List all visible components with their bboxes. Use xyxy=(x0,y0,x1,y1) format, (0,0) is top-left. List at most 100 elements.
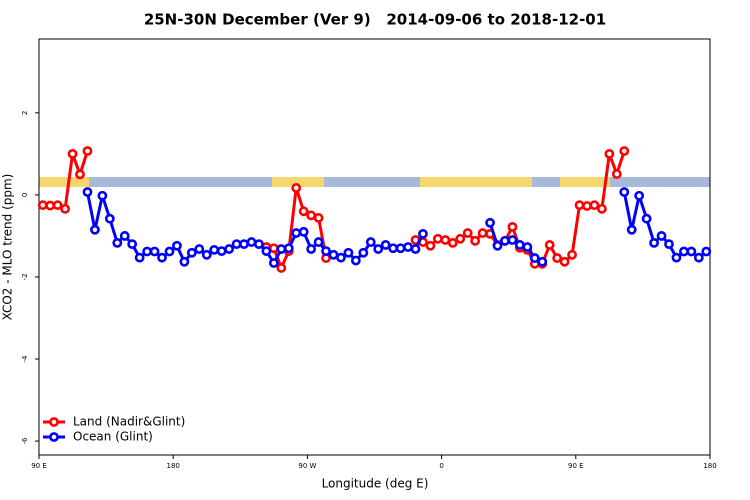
data-point xyxy=(701,246,712,257)
data-point xyxy=(410,244,421,254)
x-tick-label: 180 xyxy=(703,462,716,470)
x-axis-label: Longitude (deg E) xyxy=(322,477,429,491)
data-point xyxy=(582,201,592,211)
data-point xyxy=(634,190,645,201)
x-tick-label: 90 E xyxy=(31,462,47,470)
data-point xyxy=(641,213,652,224)
data-point xyxy=(283,243,294,254)
data-point xyxy=(104,213,115,224)
data-point xyxy=(157,252,167,263)
data-point xyxy=(261,246,272,257)
data-point xyxy=(276,244,287,254)
data-point xyxy=(380,240,391,250)
data-point xyxy=(119,231,130,241)
data-point xyxy=(514,240,525,250)
data-point xyxy=(656,231,667,241)
x-tick-label: 90 W xyxy=(298,462,316,470)
data-point xyxy=(596,203,607,214)
data-point xyxy=(537,256,548,267)
data-point xyxy=(447,237,458,248)
data-point xyxy=(276,263,287,273)
data-point xyxy=(209,244,220,255)
legend-label: Ocean (Glint) xyxy=(73,430,153,444)
data-point xyxy=(186,247,197,258)
data-point xyxy=(619,146,630,156)
data-point xyxy=(246,237,257,247)
data-point xyxy=(328,249,339,260)
data-point xyxy=(172,240,182,251)
data-point xyxy=(522,242,533,252)
data-point xyxy=(97,190,108,201)
y-axis-label: XCO2 - MLO trend (ppm) xyxy=(1,174,15,321)
data-point xyxy=(418,228,428,239)
data-point xyxy=(142,246,153,257)
data-point xyxy=(395,243,406,254)
plot-frame xyxy=(38,38,711,456)
legend-label: Land (Nadir&Glint) xyxy=(73,415,185,429)
data-point xyxy=(112,237,123,248)
legend-marker xyxy=(49,417,59,427)
data-point xyxy=(298,206,309,217)
data-point xyxy=(626,224,637,235)
data-point xyxy=(75,169,85,180)
data-point xyxy=(336,252,346,263)
data-point xyxy=(440,235,451,245)
data-point xyxy=(462,228,473,238)
x-tick-label: 180 xyxy=(167,462,180,470)
data-point xyxy=(619,187,630,197)
data-point xyxy=(544,240,555,250)
data-point xyxy=(507,221,518,232)
y-tick-label: -4 xyxy=(21,355,29,363)
data-point xyxy=(268,243,279,254)
data-point xyxy=(492,240,503,251)
data-point xyxy=(388,243,399,254)
legend-marker xyxy=(49,432,59,442)
data-point xyxy=(291,183,302,193)
data-point xyxy=(67,148,78,159)
land-mask-band xyxy=(39,177,710,187)
y-tick-label: -2 xyxy=(21,273,29,280)
data-point xyxy=(455,233,466,244)
data-point xyxy=(350,255,361,266)
data-point xyxy=(507,235,518,245)
data-point xyxy=(500,235,510,246)
data-point xyxy=(313,237,324,247)
data-point xyxy=(567,249,577,260)
data-point xyxy=(529,253,540,263)
data-point xyxy=(559,256,570,267)
data-point xyxy=(268,258,279,268)
data-point xyxy=(60,203,70,214)
data-point xyxy=(216,246,227,257)
data-point xyxy=(306,244,317,254)
data-point xyxy=(589,200,600,211)
data-point xyxy=(127,239,138,250)
data-point xyxy=(403,242,413,252)
data-point xyxy=(224,244,235,254)
data-point xyxy=(664,239,674,250)
data-point xyxy=(82,187,93,197)
y-tick-label: -6 xyxy=(21,437,29,445)
data-point xyxy=(82,146,93,156)
data-point xyxy=(90,224,100,235)
data-point xyxy=(365,237,376,247)
data-point xyxy=(552,253,563,263)
data-point xyxy=(134,252,145,263)
data-point xyxy=(343,247,354,258)
data-point xyxy=(358,247,369,258)
series-line xyxy=(85,191,708,265)
y-tick-label: 2 xyxy=(21,111,29,115)
data-point xyxy=(298,226,309,237)
data-point xyxy=(201,249,212,260)
data-point xyxy=(432,233,443,244)
data-point xyxy=(425,240,436,251)
chart-title: 25N-30N December (Ver 9) 2014-09-06 to 2… xyxy=(144,11,606,29)
data-point xyxy=(321,246,331,257)
data-point xyxy=(179,256,190,267)
y-tick-label: 0 xyxy=(21,193,29,197)
data-point xyxy=(37,200,48,211)
data-point xyxy=(306,210,317,221)
data-point xyxy=(477,228,488,238)
data-point xyxy=(611,169,622,179)
data-point xyxy=(649,237,659,248)
data-point xyxy=(679,246,689,257)
